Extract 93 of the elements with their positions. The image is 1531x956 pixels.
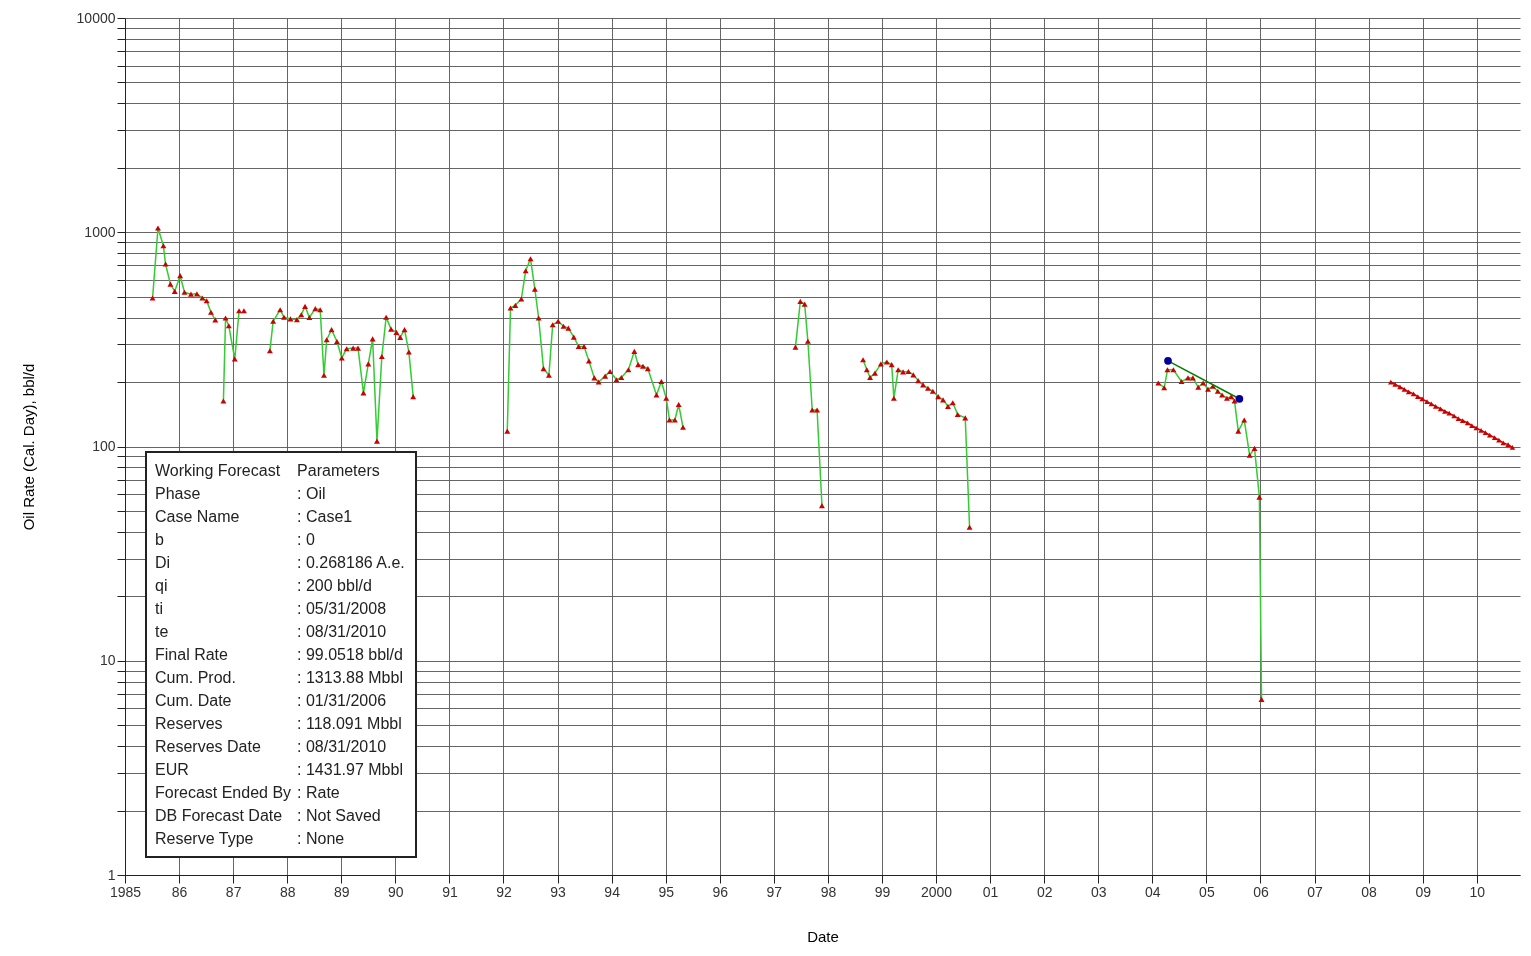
annotation: Cum. Date xyxy=(155,691,233,711)
x-tick-label: 88 xyxy=(279,883,296,900)
y-tick-label: 1 xyxy=(107,866,116,883)
y-tick-label: 10000 xyxy=(76,9,116,26)
x-tick-label: 05 xyxy=(1199,883,1215,900)
x-tick-label: 86 xyxy=(171,883,188,900)
annotation: te xyxy=(155,622,170,642)
point xyxy=(1415,394,1421,399)
annotation: : 1431.97 Mbbl xyxy=(297,760,404,780)
x-tick-label: 99 xyxy=(874,883,891,900)
y-axis-title: Oil Rate (Cal. Day), bbl/d xyxy=(19,363,37,531)
annotation: : 0.268186 A.e. xyxy=(297,553,405,573)
x-tick-label: 09 xyxy=(1415,883,1432,900)
annotation: Reserves xyxy=(155,714,224,734)
point xyxy=(1442,408,1448,414)
annotation: : 1313.88 Mbbl xyxy=(297,668,404,688)
annotation: : 08/31/2010 xyxy=(297,622,388,642)
y-tick-label: 10 xyxy=(99,652,116,669)
x-tick-label: 03 xyxy=(1090,883,1107,900)
annotation: : Not Saved xyxy=(297,806,382,826)
point xyxy=(1496,437,1502,443)
annotation: : Case1 xyxy=(297,507,354,527)
x-tick-label: 98 xyxy=(820,883,837,900)
point xyxy=(1401,386,1408,392)
annotation: : 01/31/2006 xyxy=(297,691,388,711)
x-tick-label: 89 xyxy=(333,883,350,900)
point xyxy=(1410,391,1417,397)
annotation: Di xyxy=(155,553,172,573)
point xyxy=(1464,420,1471,426)
annotation: b xyxy=(155,530,165,550)
x-tick-label: 07 xyxy=(1307,883,1324,900)
point xyxy=(1392,381,1398,387)
annotation: Cum. Prod. xyxy=(155,668,237,688)
x-tick-label: 97 xyxy=(766,883,783,900)
x-tick-label: 87 xyxy=(225,883,242,900)
annotation: Final Rate xyxy=(155,645,229,665)
point xyxy=(1509,445,1516,450)
annotation: DB Forecast Date xyxy=(155,806,284,826)
annotation: : 118.091 Mbbl xyxy=(297,714,403,734)
annotation: : 08/31/2010 xyxy=(297,737,388,757)
point xyxy=(1491,435,1498,440)
point xyxy=(1397,384,1403,390)
point xyxy=(1505,442,1511,448)
x-tick-label: 95 xyxy=(658,883,675,900)
annotation: Forecast Ended By xyxy=(155,783,292,803)
point xyxy=(1405,389,1412,395)
point xyxy=(1432,403,1439,409)
annotation: Phase xyxy=(155,484,202,504)
annotation: : Rate xyxy=(297,783,341,803)
point xyxy=(1437,406,1444,412)
x-tick-label: 94 xyxy=(604,883,621,900)
point xyxy=(1459,418,1466,424)
point xyxy=(1419,396,1425,402)
x-axis-title: Date xyxy=(807,927,839,945)
annotation: Reserve Type xyxy=(155,829,255,849)
annotation: Working Forecast xyxy=(155,461,282,481)
x-tick-label: 2000 xyxy=(920,883,953,900)
x-tick-label: 02 xyxy=(1036,883,1053,900)
x-tick-label: 10 xyxy=(1469,883,1486,900)
x-tick-label: 90 xyxy=(388,883,404,900)
point xyxy=(1451,413,1457,419)
x-tick-label: 01 xyxy=(982,883,999,900)
x-tick-label: 92 xyxy=(496,883,512,900)
x-tick-label: 06 xyxy=(1253,883,1269,900)
annotation: : 200 bbl/d xyxy=(297,576,373,596)
point xyxy=(1500,440,1506,446)
x-tick-label: 96 xyxy=(712,883,729,900)
annotation: Parameters xyxy=(297,461,381,481)
x-tick-label: 91 xyxy=(442,883,458,900)
annotation: Reserves Date xyxy=(155,737,262,757)
point xyxy=(1235,394,1244,403)
annotation: : 0 xyxy=(297,530,316,550)
point xyxy=(1469,423,1475,429)
annotation: : 99.0518 bbl/d xyxy=(297,645,404,665)
annotation: : None xyxy=(297,829,346,849)
y-tick-label: 1000 xyxy=(84,223,116,240)
annotation: EUR xyxy=(155,760,190,780)
x-tick-label: 1985 xyxy=(109,883,142,900)
annotation: qi xyxy=(155,576,169,596)
point xyxy=(1446,410,1452,416)
annotation: ti xyxy=(155,599,164,619)
annotation: : Oil xyxy=(297,484,327,504)
x-tick-label: 93 xyxy=(550,883,567,900)
y-tick-label: 100 xyxy=(92,438,116,454)
point xyxy=(1478,427,1484,433)
point xyxy=(1455,416,1462,421)
annotation: Case Name xyxy=(155,507,241,527)
point xyxy=(1164,357,1172,365)
x-tick-label: 04 xyxy=(1145,883,1161,900)
point xyxy=(1424,399,1430,404)
point xyxy=(1482,430,1489,436)
annotation: : 05/31/2008 xyxy=(297,599,388,619)
x-tick-label: 08 xyxy=(1361,883,1378,900)
